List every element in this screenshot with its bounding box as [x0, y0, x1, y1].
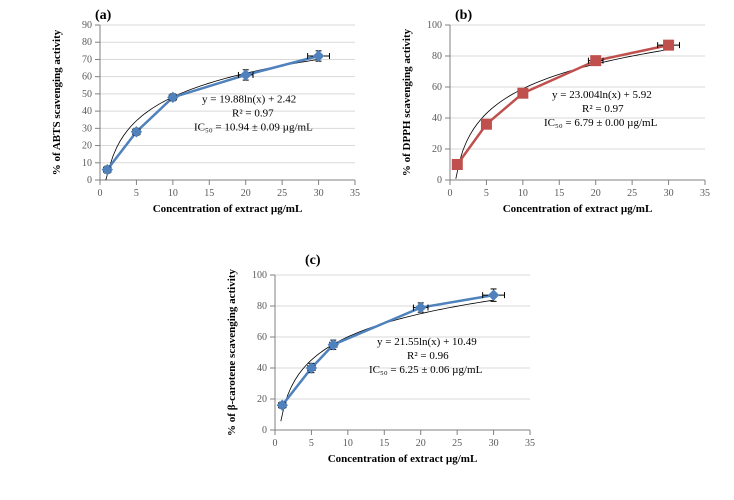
y-tick-label: 0: [87, 175, 92, 186]
y-tick-label: 0: [262, 425, 267, 436]
panel-b: 0 5 10 15 20 25 30 35 0 20 40 60 80 100 Concentration …: [395, 10, 715, 220]
y-tick-label: 80: [432, 51, 442, 62]
equation-text: y = 19.88ln(x) + 2.42: [202, 94, 296, 106]
x-tick-label: 5: [134, 188, 139, 199]
x-tick-label: 35: [525, 438, 535, 449]
r2-text: R² = 0.97: [582, 103, 624, 115]
figure-container: (a)051015202530350102030405060708090Conc…: [0, 0, 734, 500]
x-tick-label: 30: [664, 188, 674, 199]
ic50-text: IC₅₀ = 10.94 ± 0.09 µg/mL: [194, 122, 313, 134]
trend-line: [281, 300, 494, 421]
r2-text: R² = 0.96: [407, 350, 449, 362]
x-tick-label: 35: [350, 188, 360, 199]
x-tick-label: 30: [489, 438, 499, 449]
y-tick-label: 70: [82, 54, 92, 65]
data-marker: [591, 56, 601, 66]
y-tick-label: 90: [82, 20, 92, 31]
x-axis-label: Concentration of extract µg/mL: [153, 203, 303, 215]
data-marker: [664, 40, 674, 50]
ic50-text: IC₅₀ = 6.79 ± 0.00 µg/mL: [544, 117, 658, 129]
y-tick-label: 60: [257, 332, 267, 343]
chart-c: 0 5 10 15 20 25 30 35 0 20 40 60 80 100 Concentration …: [220, 260, 540, 470]
x-tick-label: 20: [241, 188, 251, 199]
r2-text: R² = 0.97: [232, 108, 274, 120]
equation-text: y = 21.55ln(x) + 10.49: [377, 336, 477, 348]
panel-a: 0 5 10 15 20 25 30 35 0 10 20 30 40 50 60 70 80 90 Concent…: [45, 10, 365, 220]
y-tick-label: 0: [437, 175, 442, 186]
x-tick-label: 20: [416, 438, 426, 449]
chart-a: 0 5 10 15 20 25 30 35 0 10 20 30 40 50 60 70 80 90 Concent…: [45, 10, 365, 220]
trend-line: [106, 59, 319, 180]
y-tick-label: 40: [82, 106, 92, 117]
trend-line: [456, 50, 669, 179]
x-axis-label: Concentration of extract µg/mL: [328, 453, 478, 465]
x-tick-label: 30: [314, 188, 324, 199]
data-marker: [416, 303, 426, 313]
data-marker: [481, 119, 491, 129]
x-tick-label: 25: [452, 438, 462, 449]
y-tick-label: 100: [252, 270, 267, 281]
series-line: [107, 56, 318, 170]
x-tick-label: 15: [379, 438, 389, 449]
y-tick-label: 80: [257, 301, 267, 312]
y-tick-label: 20: [82, 141, 92, 152]
x-tick-label: 10: [343, 438, 353, 449]
data-marker: [489, 290, 499, 300]
x-tick-label: 25: [277, 188, 287, 199]
data-marker: [241, 70, 251, 80]
x-tick-label: 35: [700, 188, 710, 199]
y-tick-label: 50: [82, 89, 92, 100]
y-tick-label: 100: [427, 20, 442, 31]
y-tick-label: 80: [82, 37, 92, 48]
y-tick-label: 10: [82, 158, 92, 169]
x-tick-label: 15: [554, 188, 564, 199]
y-axis-label: % of β-carotene scavenging activity: [226, 269, 238, 436]
data-marker: [518, 88, 528, 98]
x-axis-label: Concentration of extract µg/mL: [503, 203, 653, 215]
y-tick-label: 20: [432, 144, 442, 155]
x-tick-label: 10: [168, 188, 178, 199]
x-tick-label: 0: [448, 188, 453, 199]
x-tick-label: 20: [591, 188, 601, 199]
x-tick-label: 25: [627, 188, 637, 199]
y-tick-label: 60: [432, 82, 442, 93]
ic50-text: IC₅₀ = 6.25 ± 0.06 µg/mL: [369, 364, 483, 376]
x-tick-label: 10: [518, 188, 528, 199]
y-tick-label: 60: [82, 72, 92, 83]
y-axis-label: % of DPPH scavenging activity: [401, 28, 413, 176]
x-tick-label: 5: [484, 188, 489, 199]
y-tick-label: 40: [432, 113, 442, 124]
x-tick-label: 15: [204, 188, 214, 199]
series-line: [282, 295, 493, 405]
chart-b: 0 5 10 15 20 25 30 35 0 20 40 60 80 100 Concentration …: [395, 10, 715, 220]
equation-text: y = 23.004ln(x) + 5.92: [552, 89, 652, 101]
x-tick-label: 5: [309, 438, 314, 449]
y-tick-label: 30: [82, 123, 92, 134]
data-marker: [452, 160, 462, 170]
y-tick-label: 40: [257, 363, 267, 374]
y-tick-label: 20: [257, 394, 267, 405]
panel-c: 0 5 10 15 20 25 30 35 0 20 40 60 80 100 Concentration …: [220, 260, 540, 470]
x-tick-label: 0: [98, 188, 103, 199]
y-axis-label: % of ABTS scavenging activity: [51, 29, 63, 175]
x-tick-label: 0: [273, 438, 278, 449]
series-line: [457, 45, 668, 164]
